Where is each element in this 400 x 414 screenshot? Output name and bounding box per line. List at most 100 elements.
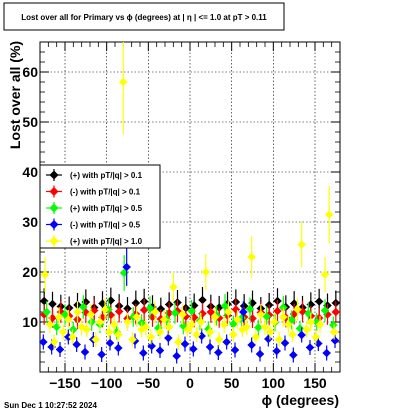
data-point bbox=[265, 327, 275, 337]
data-point bbox=[55, 345, 65, 354]
data-point bbox=[159, 315, 169, 324]
legend-label: (+) with pT/|q| > 0.1 bbox=[70, 171, 143, 180]
data-point bbox=[131, 298, 141, 308]
data-point bbox=[146, 332, 156, 342]
data-point bbox=[141, 322, 151, 332]
data-point bbox=[247, 340, 256, 350]
data-point bbox=[239, 301, 249, 311]
data-point bbox=[148, 312, 157, 322]
title-box bbox=[3, 2, 285, 31]
data-point bbox=[49, 337, 59, 347]
data-point bbox=[128, 335, 137, 344]
series-3 bbox=[39, 248, 340, 364]
y-tick-label: 60 bbox=[22, 64, 38, 80]
x-tick-label: 100 bbox=[262, 375, 286, 391]
y-tick-label: 50 bbox=[22, 114, 38, 130]
data-point bbox=[91, 335, 101, 344]
data-point bbox=[95, 317, 105, 327]
data-point bbox=[64, 315, 73, 324]
data-point bbox=[322, 348, 331, 358]
legend-label: (-) with pT/|q| > 0.5 bbox=[70, 221, 141, 230]
data-point bbox=[187, 306, 196, 316]
data-point bbox=[169, 282, 178, 292]
data-point bbox=[320, 306, 330, 315]
y-axis-title: Lost over all (%) bbox=[7, 41, 23, 149]
data-point bbox=[247, 252, 256, 262]
data-point bbox=[178, 310, 187, 319]
x-tick-label: −150 bbox=[49, 375, 81, 391]
data-point bbox=[210, 312, 220, 322]
data-point bbox=[219, 320, 229, 329]
legend-label: (-) with pT/|q| > 0.1 bbox=[70, 188, 141, 197]
data-point bbox=[189, 344, 198, 354]
x-tick-label: −100 bbox=[91, 375, 123, 391]
data-point bbox=[288, 330, 297, 339]
data-point bbox=[105, 338, 115, 348]
data-point bbox=[229, 319, 238, 329]
data-point bbox=[114, 330, 123, 339]
data-point bbox=[245, 304, 255, 314]
data-point bbox=[170, 308, 180, 318]
data-point bbox=[220, 301, 230, 311]
data-point bbox=[155, 346, 165, 355]
series-4 bbox=[40, 42, 339, 350]
data-point bbox=[206, 307, 216, 317]
legend: (+) with pT/|q| > 0.1 (-) with pT/|q| > 0… bbox=[39, 164, 161, 249]
data-point bbox=[314, 297, 324, 306]
data-point bbox=[156, 304, 166, 314]
data-point bbox=[229, 330, 238, 339]
data-point bbox=[305, 343, 315, 352]
data-point bbox=[100, 305, 110, 314]
data-point bbox=[119, 268, 129, 278]
data-point bbox=[69, 325, 78, 334]
data-point bbox=[172, 351, 181, 361]
data-point bbox=[77, 322, 86, 332]
legend-marker bbox=[49, 170, 59, 180]
legend-marker bbox=[49, 236, 59, 246]
data-point bbox=[198, 295, 207, 305]
data-point bbox=[289, 299, 299, 308]
data-point bbox=[122, 262, 131, 272]
data-series bbox=[39, 42, 341, 364]
data-point bbox=[86, 310, 96, 319]
data-point bbox=[123, 304, 132, 313]
data-point bbox=[238, 325, 247, 334]
data-point bbox=[164, 322, 174, 332]
y-tick-label: 10 bbox=[22, 314, 38, 330]
data-point bbox=[174, 337, 183, 347]
data-point bbox=[233, 315, 242, 324]
data-point bbox=[239, 307, 248, 317]
data-point bbox=[255, 349, 265, 359]
data-point bbox=[311, 332, 321, 342]
x-tick-label: 50 bbox=[224, 375, 240, 391]
data-point bbox=[272, 346, 281, 356]
data-point bbox=[260, 322, 270, 332]
data-point bbox=[330, 336, 340, 345]
data-point bbox=[132, 312, 141, 322]
data-point bbox=[97, 350, 106, 359]
data-point bbox=[155, 327, 165, 337]
data-point bbox=[273, 306, 282, 316]
data-point bbox=[68, 332, 77, 342]
data-point bbox=[329, 320, 338, 330]
data-point bbox=[87, 317, 96, 327]
x-tick-label: 0 bbox=[186, 375, 194, 391]
data-point bbox=[324, 210, 334, 219]
data-point bbox=[251, 332, 261, 342]
data-point bbox=[201, 267, 211, 277]
data-point bbox=[306, 317, 316, 327]
y-tick-label: 40 bbox=[22, 164, 38, 180]
data-point bbox=[139, 348, 148, 358]
data-point bbox=[147, 341, 156, 351]
tick-labels: −150 −100 −50 0 50 100 150 10 20 30 40 50 60 bbox=[22, 64, 326, 391]
data-point bbox=[329, 327, 339, 337]
data-point bbox=[164, 333, 173, 343]
x-tick-label: −50 bbox=[136, 375, 160, 391]
data-point bbox=[82, 325, 91, 334]
legend-box bbox=[39, 164, 161, 249]
legend-label: (+) with pT/|q| > 1.0 bbox=[70, 237, 143, 246]
data-point bbox=[274, 335, 284, 344]
data-point bbox=[205, 327, 215, 337]
data-point bbox=[222, 337, 231, 347]
